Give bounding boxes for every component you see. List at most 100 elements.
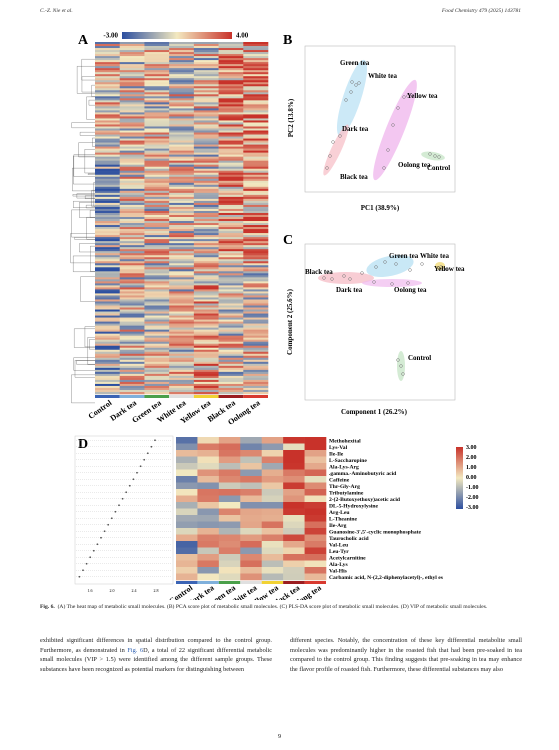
heatmap-cell xyxy=(193,227,219,230)
heatmap-cell xyxy=(119,249,145,252)
heatmap-cell xyxy=(218,273,244,276)
heatmap-cell xyxy=(193,42,219,45)
heatmap-cell xyxy=(243,291,269,294)
heatmap-cell xyxy=(218,212,244,216)
heatmap-cell xyxy=(144,42,170,45)
heatmap-cell xyxy=(144,150,170,153)
heatmap-cell xyxy=(144,387,170,391)
heatmap-cell xyxy=(144,353,170,357)
heatmap-cell xyxy=(95,245,121,248)
heatmap-cell xyxy=(169,46,195,49)
heatmap-cell xyxy=(261,482,284,490)
heatmap-cell xyxy=(169,108,195,111)
heatmap-cell xyxy=(144,82,170,85)
heatmap-cell xyxy=(95,349,121,353)
heatmap-cell xyxy=(169,235,195,238)
heatmap-cell xyxy=(243,110,269,113)
heatmap-cell xyxy=(193,130,219,133)
heatmap-cell xyxy=(119,138,145,141)
heatmap-cell xyxy=(95,96,121,99)
heatmap-cell xyxy=(243,192,269,196)
heatmap-cell xyxy=(193,58,219,61)
heatmap-cell xyxy=(169,56,195,59)
heatmap-cell xyxy=(119,339,145,343)
heatmap-cell xyxy=(193,216,219,220)
heatmap-cell xyxy=(218,168,244,172)
heatmap-cell xyxy=(193,243,219,246)
heatmap-cell xyxy=(218,323,244,326)
heatmap-cell xyxy=(243,373,269,377)
dendrogram xyxy=(71,122,95,128)
heatmap-cell xyxy=(119,239,145,242)
heatmap-cell xyxy=(218,327,244,330)
heatmap-cell xyxy=(218,194,244,198)
heatmap-cell xyxy=(144,212,170,216)
figure-link[interactable]: Fig. 6 xyxy=(127,646,144,654)
heatmap-cell xyxy=(218,64,244,67)
heatmap-cell xyxy=(95,128,121,131)
heatmap-cell xyxy=(193,72,219,75)
heatmap-cell xyxy=(169,311,195,314)
heatmap-cell xyxy=(144,305,170,308)
heatmap-cell xyxy=(144,64,170,67)
heatmap-cell xyxy=(193,301,219,304)
metabolite-label: Taurocholic acid xyxy=(329,536,370,542)
heatmap-cell xyxy=(119,82,145,85)
heatmap-cell xyxy=(243,233,269,236)
heatmap-cell xyxy=(144,323,170,326)
heatmap-cell xyxy=(243,235,269,238)
heatmap-cell xyxy=(243,337,269,340)
heatmap-cell xyxy=(144,391,170,395)
heatmap-cell xyxy=(119,221,145,224)
heatmap-cell xyxy=(243,321,269,324)
heatmap-cell xyxy=(193,253,219,256)
heatmap-cell xyxy=(95,42,121,45)
heatmap-cell xyxy=(144,74,170,77)
heatmap-cell xyxy=(144,333,170,336)
heatmap-cell xyxy=(144,88,170,91)
heatmap-cell xyxy=(144,190,170,194)
heatmap-cell xyxy=(193,265,219,268)
heatmap-cell xyxy=(304,469,327,477)
heatmap-cell xyxy=(144,237,170,240)
group-strip xyxy=(261,581,284,584)
score-point xyxy=(325,166,329,170)
heatmap-cell xyxy=(144,50,170,53)
vip-tick-label: 2.8 xyxy=(154,588,159,593)
heatmap-cell xyxy=(197,515,220,522)
heatmap-cell xyxy=(95,359,121,363)
heatmap-cell xyxy=(218,247,244,250)
metabolite-label: L-Theanine xyxy=(329,516,357,522)
heatmap-cell xyxy=(95,239,121,242)
heatmap-cell xyxy=(144,56,170,59)
heatmap-cell xyxy=(193,54,219,57)
heatmap-cell xyxy=(144,68,170,71)
heatmap-cell xyxy=(144,339,170,343)
heatmap-cell xyxy=(193,249,219,252)
heatmap-cell xyxy=(144,373,170,377)
heatmap-cell xyxy=(169,114,195,117)
heatmap-cell xyxy=(218,365,244,369)
heatmap-cell xyxy=(304,482,327,490)
heatmap-cell xyxy=(218,144,244,147)
heatmap-cell xyxy=(169,307,195,310)
heatmap-cell xyxy=(261,515,284,522)
heatmap-cell xyxy=(169,82,195,85)
heatmap-cell xyxy=(218,287,244,290)
heatmap-cell xyxy=(176,482,198,490)
heatmap-cell xyxy=(95,92,121,95)
heatmap-cell xyxy=(218,72,244,75)
heatmap-cell xyxy=(119,146,145,149)
heatmap-cell xyxy=(169,281,195,284)
heatmap-cell xyxy=(240,495,263,503)
heatmap-cell xyxy=(169,339,195,343)
metabolite-label: Val-His xyxy=(329,568,348,574)
heatmap-cell xyxy=(218,94,244,97)
heatmap-cell xyxy=(218,243,244,246)
heatmap-cell xyxy=(193,375,219,379)
heatmap-cell xyxy=(193,126,219,129)
heatmap-cell xyxy=(240,534,263,542)
metabolite-label: L-Saccharopine xyxy=(329,458,367,464)
heatmap-cell xyxy=(169,293,195,296)
heatmap-cell xyxy=(169,375,195,379)
